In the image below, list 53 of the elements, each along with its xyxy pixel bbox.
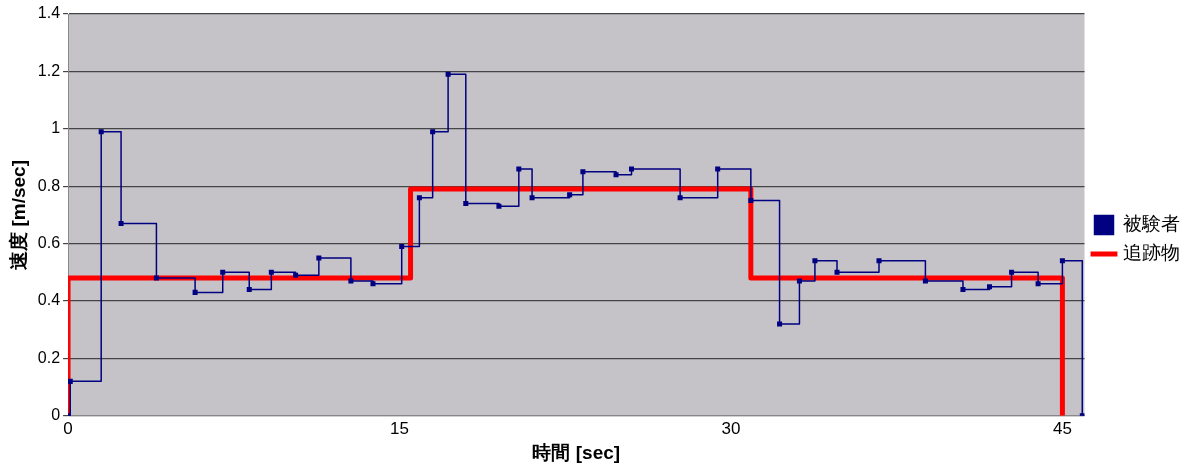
legend-label: 被験者: [1123, 213, 1180, 235]
point: [922, 278, 928, 284]
point: [68, 378, 73, 384]
point: [496, 203, 502, 209]
point: [1009, 269, 1015, 275]
point: [1035, 281, 1041, 287]
point: [986, 284, 992, 290]
point: [445, 71, 451, 77]
point: [399, 243, 405, 249]
y-tick-label: 1.4: [37, 4, 61, 22]
point: [677, 195, 683, 201]
point: [516, 166, 522, 172]
point: [220, 269, 226, 275]
point: [348, 278, 354, 284]
y-tick-label: 0.4: [37, 291, 61, 309]
point: [777, 321, 783, 327]
point: [118, 220, 124, 227]
y-axis-title: 速度 [m/sec]: [7, 159, 29, 270]
point: [153, 275, 159, 281]
point: [629, 166, 635, 172]
point: [613, 172, 619, 178]
point: [796, 278, 802, 284]
y-tick-label: 0.8: [37, 176, 61, 194]
point: [463, 200, 469, 206]
y-tick-label: 0.6: [37, 234, 61, 252]
point: [1059, 258, 1065, 264]
point: [748, 198, 754, 204]
point: [192, 289, 198, 295]
y-tick-label: 1.2: [37, 61, 61, 79]
point: [960, 287, 966, 293]
point: [316, 255, 322, 261]
x-axis-title: 時間 [sec]: [532, 441, 621, 463]
point: [370, 281, 376, 287]
x-tick-label: 45: [1052, 418, 1072, 438]
point: [580, 169, 586, 175]
x-tick-label: 15: [390, 418, 409, 438]
point: [715, 166, 721, 172]
point: [246, 287, 252, 293]
y-tick-label: 1: [51, 119, 61, 137]
point: [430, 129, 436, 135]
legend-label: 追跡物: [1123, 242, 1180, 264]
point: [834, 269, 840, 275]
y-tick-label: 0: [51, 406, 61, 424]
y-tick-label: 0.2: [37, 348, 61, 366]
point: [567, 192, 573, 198]
point: [812, 258, 818, 264]
point: [416, 195, 422, 201]
point: [876, 258, 882, 264]
point: [268, 269, 274, 275]
x-tick-label: 30: [721, 418, 741, 438]
point: [293, 272, 299, 278]
point: [529, 195, 535, 201]
point: [98, 129, 104, 135]
